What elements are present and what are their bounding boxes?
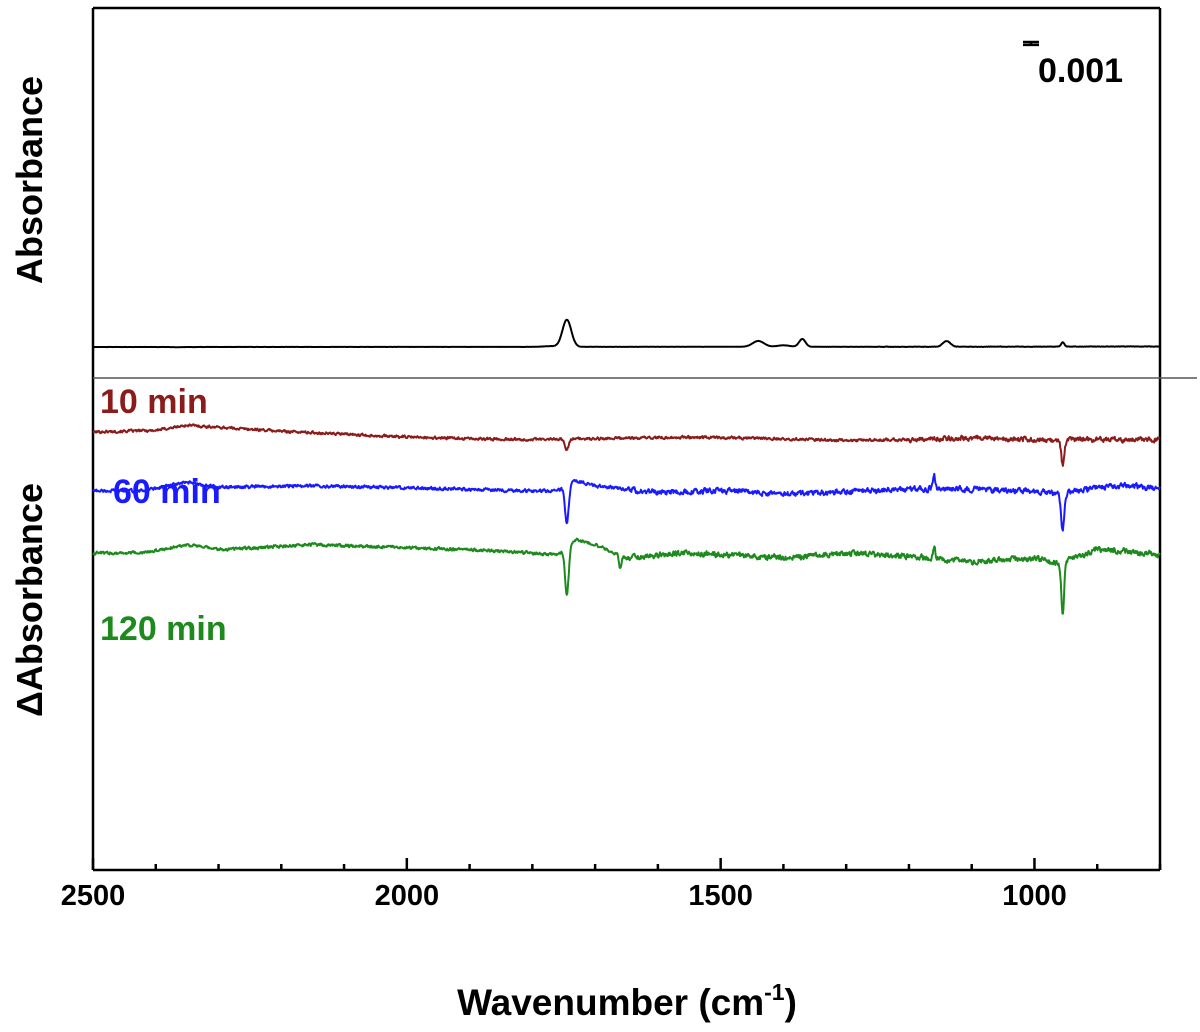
top-panel-series	[92, 318, 1161, 349]
series-60-min-line	[92, 472, 1161, 532]
x-tick-label: 2500	[61, 880, 126, 912]
series-10-min-label: 10 min	[100, 383, 208, 421]
scale-bar: 0.001	[1023, 40, 1123, 90]
series-120-min-label: 120 min	[100, 610, 227, 648]
x-axis-label: Wavenumber (cm-1)	[457, 979, 797, 1023]
bottom-y-axis-label: ΔAbsorbance	[9, 483, 50, 717]
x-tick-label: 1000	[1002, 880, 1067, 912]
top-y-axis-label: Absorbance	[9, 76, 50, 284]
scale-bar-label: 0.001	[1038, 52, 1123, 90]
x-tick-label: 2000	[375, 880, 440, 912]
x-tick-label: 1500	[688, 880, 753, 912]
x-axis: 2500 2000 1500 1000 Wavenumber (cm-1) Absorba…	[9, 76, 1162, 1023]
reference-spectrum-line	[92, 318, 1161, 349]
annotations: 0.001	[1023, 40, 1123, 90]
series-10-min-line	[92, 423, 1161, 467]
series-60-min-label: 60 min	[113, 473, 221, 511]
plot-frame	[91, 6, 1197, 872]
bottom-panel-series: 10 min 60 min 120 min	[92, 383, 1161, 648]
series-120-min-line	[92, 537, 1161, 615]
